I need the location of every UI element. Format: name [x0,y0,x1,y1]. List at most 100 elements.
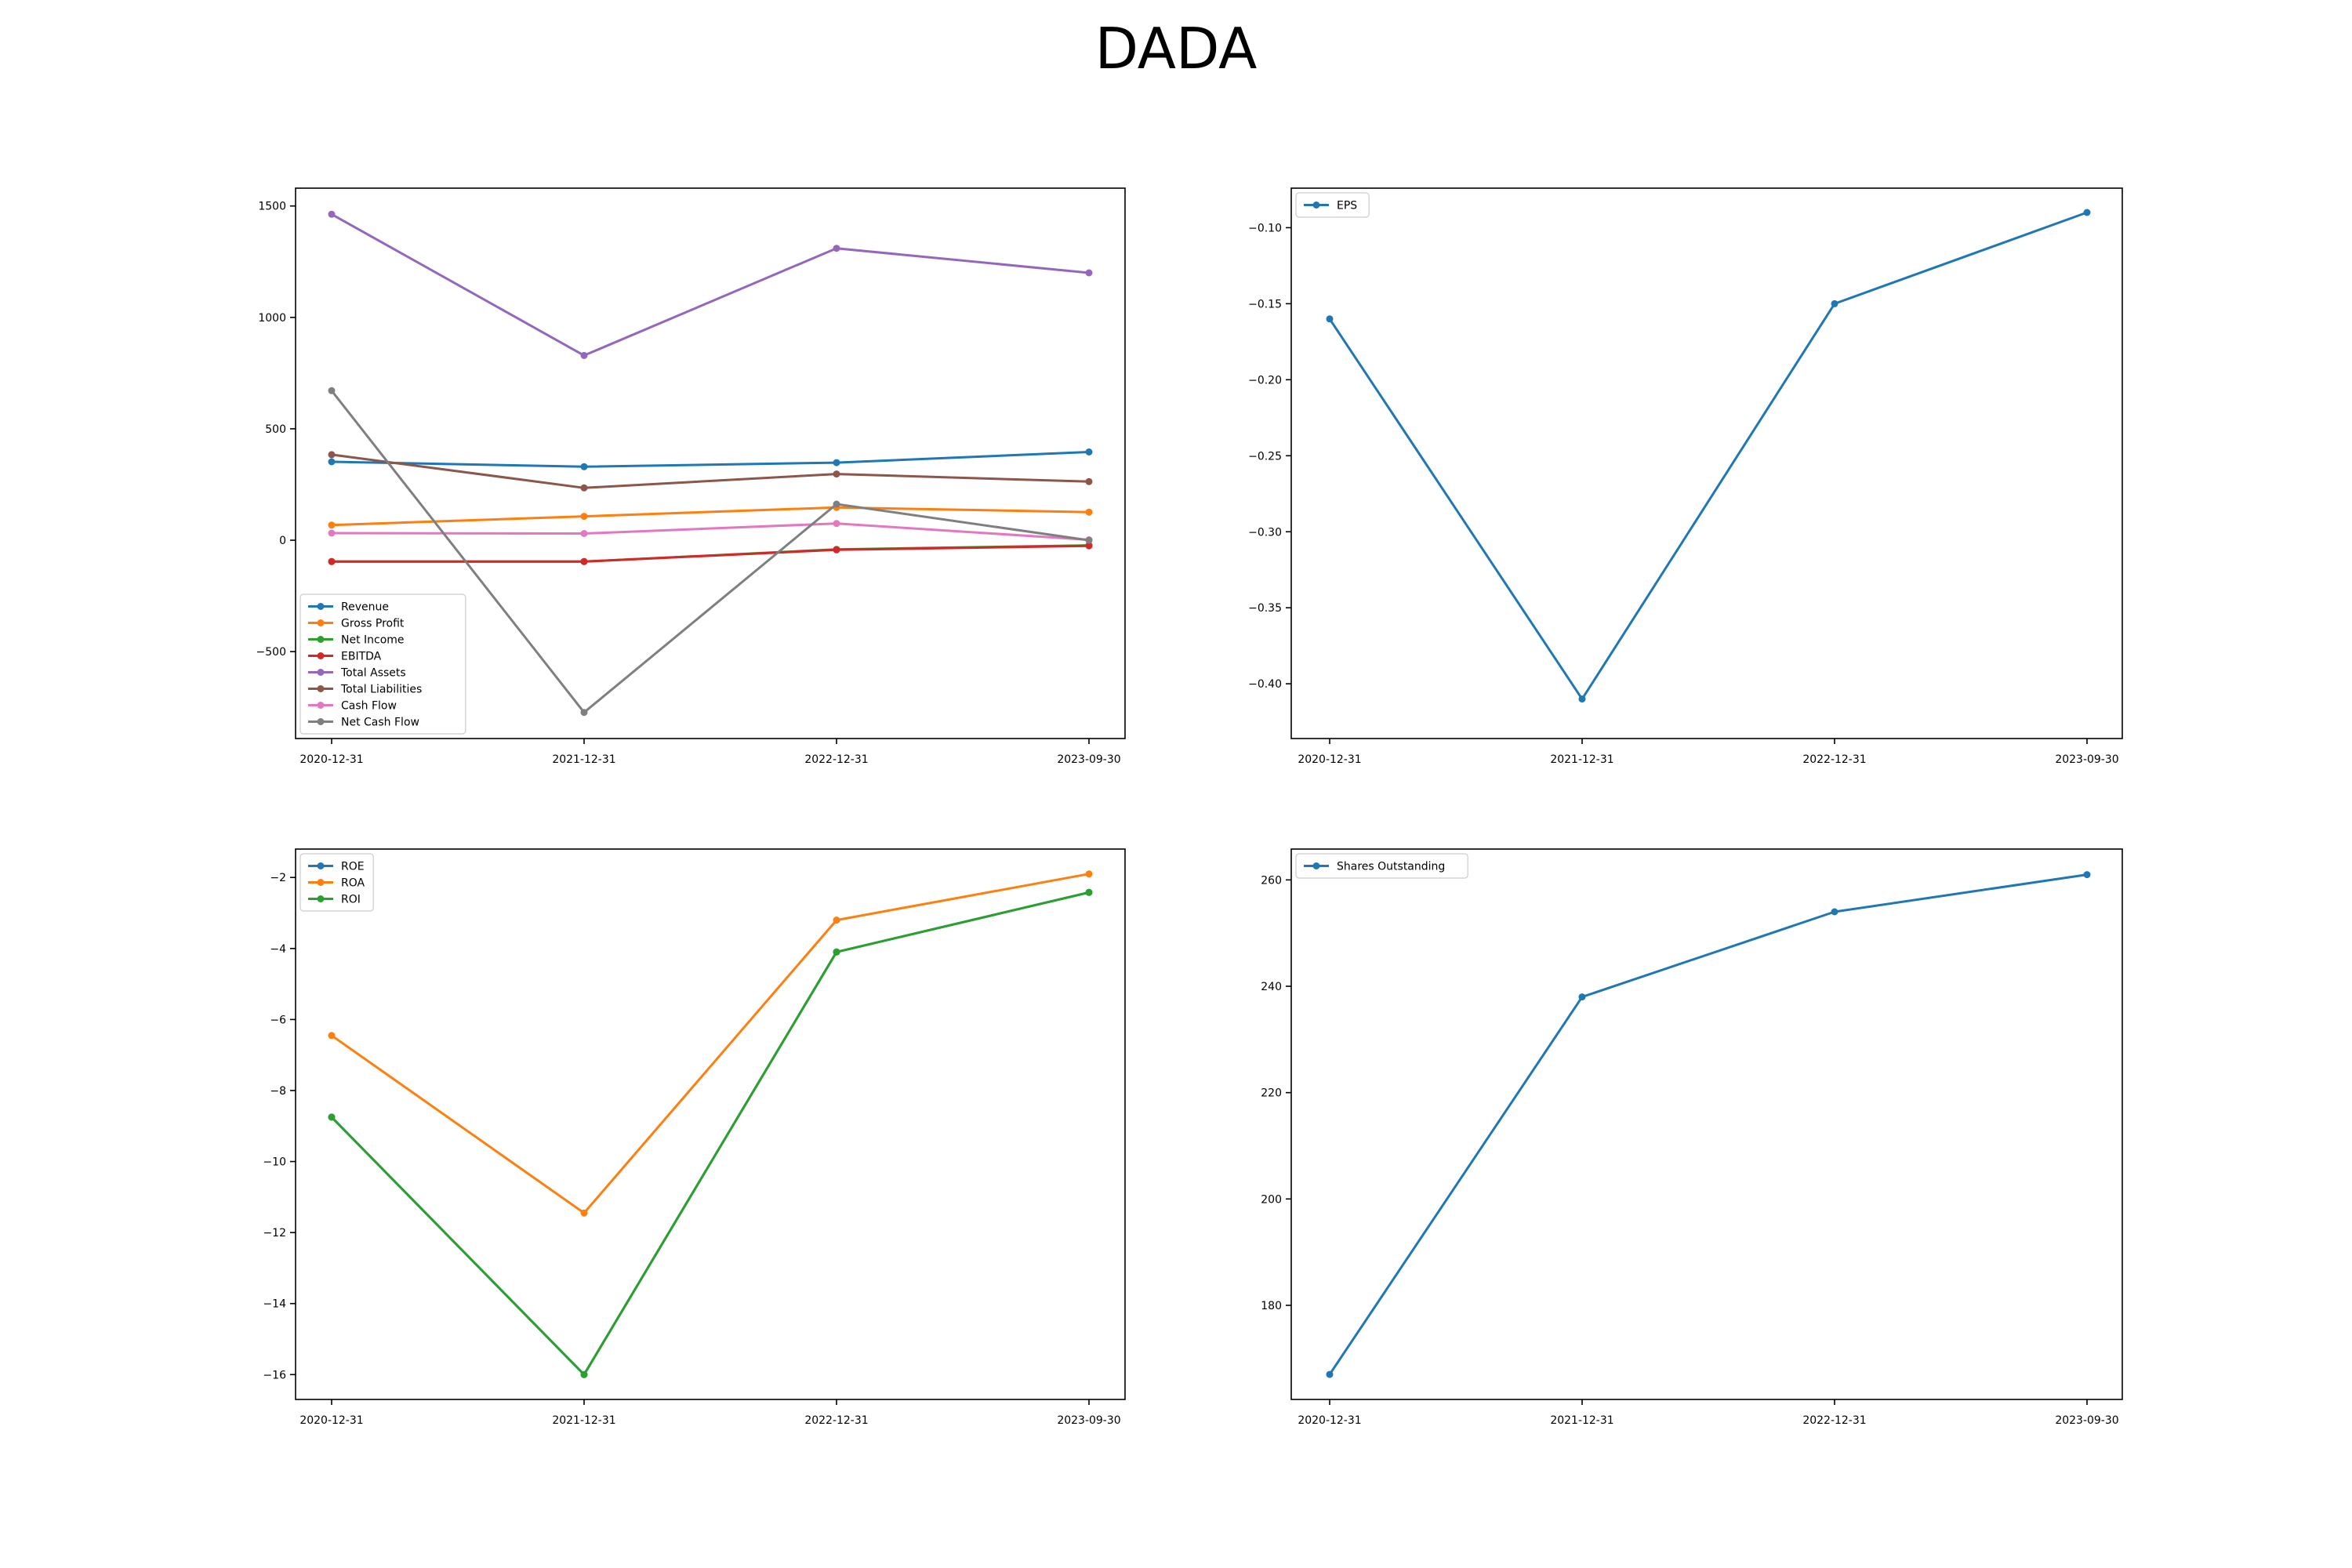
axes-frame [295,187,1126,739]
legend-label: Net Income [341,634,405,647]
data-point [580,463,588,470]
y-tick-label: 220 [1261,1087,1282,1100]
legend-marker [317,652,325,659]
data-point [833,520,840,528]
legend-marker [317,636,325,643]
legend-box [1295,853,1468,879]
x-tick-label: 2020-12-31 [299,753,363,766]
x-tick-label: 2021-12-31 [552,1414,615,1427]
eps-chart: 2020-12-31 2021-12-31 2022-12-31 2023-09-30… [1248,187,2123,766]
y-tick-label: −0.25 [1248,450,1282,463]
data-point [833,500,840,508]
y-tick-label: −0.35 [1248,602,1282,615]
data-point [580,513,588,521]
legend-label: ROA [341,877,365,890]
legend-label: Cash Flow [341,700,397,713]
data-point [1085,448,1093,456]
axes-frame [1290,848,2123,1400]
y-tick-label: 1500 [258,201,286,213]
data-point [328,521,336,529]
legend-label: ROE [341,861,365,873]
data-point [1085,542,1093,550]
series-line [1328,873,2088,1375]
data-point [1085,508,1093,516]
legend-label: Revenue [341,601,389,614]
legend-label: EPS [1337,200,1357,212]
data-point [580,351,588,359]
legend-marker [317,685,325,692]
y-tick-label: 260 [1261,874,1282,887]
data-point [2083,209,2091,216]
series-line [331,453,1090,489]
x-tick-label: 2022-12-31 [804,1414,868,1427]
y-tick-label: −10 [263,1156,286,1169]
series-line [331,212,1090,357]
x-tick-label: 2023-09-30 [2055,1414,2118,1427]
data-point [328,458,336,466]
series-line [331,873,1090,1214]
series-line [330,891,1090,1376]
y-tick-label: −0.30 [1248,526,1282,539]
x-tick-label: 2023-09-30 [2055,753,2118,766]
data-point [1831,908,1838,916]
legend-marker [317,619,325,626]
data-point [1578,993,1586,1001]
legend-label: Shares Outstanding [1337,861,1445,873]
y-tick-label: −500 [256,646,286,659]
series-line [330,891,1090,1376]
data-point [833,916,840,924]
y-tick-label: 500 [265,423,286,436]
x-tick-label: 2020-12-31 [1298,753,1361,766]
data-point [1085,870,1093,878]
x-tick-label: 2022-12-31 [1802,753,1866,766]
y-tick-label: 180 [1261,1300,1282,1312]
axes-frame [295,848,1126,1400]
y-tick-label: −6 [270,1014,286,1026]
legend-marker [317,879,325,886]
legend-box [1295,192,1370,218]
data-point [580,1370,588,1378]
y-tick-label: 200 [1261,1193,1282,1206]
legend-marker [317,669,325,676]
x-tick-label: 2022-12-31 [1802,1414,1866,1427]
y-tick-label: −2 [270,872,286,884]
data-point [580,484,588,492]
x-tick-label: 2021-12-31 [1550,1414,1613,1427]
y-tick-label: −8 [270,1085,286,1098]
data-point [833,470,840,478]
data-point [833,546,840,554]
data-point [580,530,588,537]
legend-marker [317,862,325,869]
y-tick-label: −4 [270,943,286,956]
x-tick-label: 2022-12-31 [804,753,868,766]
data-point [1085,536,1093,544]
x-tick-label: 2023-09-30 [1057,1414,1120,1427]
data-point [580,709,588,717]
returns-chart: 2020-12-31 2021-12-31 2022-12-31 2023-09-30… [263,848,1126,1427]
series-line [331,522,1090,541]
financials-chart: 2020-12-31 2021-12-31 2022-12-31 2023-09-30… [256,187,1126,766]
data-point [328,451,336,459]
data-point [328,557,336,565]
x-tick-label: 2023-09-30 [1057,753,1120,766]
legend-marker [1312,201,1320,209]
legend-label: Net Cash Flow [341,717,419,729]
y-tick-label: −0.40 [1248,678,1282,691]
data-point [833,245,840,252]
x-tick-label: 2021-12-31 [552,753,615,766]
data-point [1578,695,1586,703]
data-point [1085,269,1093,277]
data-point [328,387,336,394]
x-tick-label: 2021-12-31 [1550,753,1613,766]
legend-marker [317,718,325,725]
legend-marker [1312,862,1320,869]
figure-title: DADA [1094,16,1258,82]
data-point [833,948,840,956]
data-point [1085,477,1093,485]
data-point [328,1113,336,1121]
y-tick-label: −14 [263,1298,286,1311]
data-point [1326,1370,1334,1378]
data-point [328,210,336,218]
shares-outstanding-chart: 2020-12-31 2021-12-31 2022-12-31 2023-09-30… [1261,848,2123,1427]
